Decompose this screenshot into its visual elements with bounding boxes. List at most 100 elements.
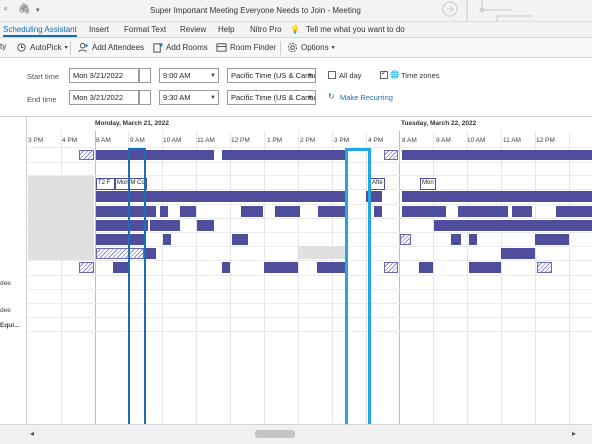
scroll-right-icon[interactable]: ▸ (572, 429, 577, 438)
selected-meeting-time[interactable] (128, 148, 146, 428)
day-gridline (399, 131, 400, 425)
busy-block (318, 206, 346, 217)
room-icon (153, 42, 163, 53)
busy-block (96, 206, 156, 217)
hour-label: 4 PM (62, 137, 78, 144)
save-icon[interactable]: ▫ (4, 4, 8, 15)
start-date-field[interactable]: Mon 3/21/2022 (69, 68, 139, 83)
tab-scheduling-assistant[interactable]: Scheduling Assistant (3, 25, 77, 37)
busy-block (197, 220, 214, 231)
busy-block (96, 220, 148, 231)
tab-review[interactable]: Review (180, 25, 207, 34)
busy-block (374, 206, 382, 217)
add-attendees-label: Add Attendees (92, 43, 145, 52)
calendar-icon[interactable] (139, 90, 151, 105)
busy-block (556, 206, 592, 217)
hour-label: 10 AM (467, 137, 486, 144)
add-rooms-button[interactable]: Add Rooms (152, 42, 208, 53)
hour-label: 8 AM (402, 137, 417, 144)
options-button[interactable]: Options ▾ (287, 42, 335, 53)
hour-gridline (366, 131, 367, 425)
tentative-block (96, 248, 144, 259)
row-divider (27, 204, 592, 205)
calendar-icon[interactable] (139, 68, 151, 83)
tentative-block (537, 262, 552, 273)
busy-block (241, 206, 263, 217)
lightbulb-icon: 💡 (290, 25, 300, 34)
hour-label: 11 AM (503, 137, 521, 144)
busy-block (402, 150, 592, 160)
scheduling-grid: dee dee Equi... Monday, March 21, 2022 T… (0, 116, 592, 431)
appointment-block[interactable]: Mon (420, 178, 436, 190)
add-rooms-label: Add Rooms (166, 43, 208, 52)
row-divider (27, 175, 592, 176)
make-recurring-button[interactable]: Make Recurring (340, 93, 393, 102)
chevron-down-icon: ▼ (307, 95, 313, 101)
busy-block (96, 234, 146, 245)
tab-help[interactable]: Help (218, 25, 235, 34)
end-time-value: 9:30 AM (163, 93, 191, 102)
busy-block (501, 248, 535, 259)
busy-block (419, 262, 433, 273)
tentative-block (384, 262, 398, 273)
cut-button[interactable]: ty (0, 42, 6, 51)
busy-block (434, 220, 592, 231)
end-date-field[interactable]: Mon 3/21/2022 (69, 90, 139, 105)
scroll-left-icon[interactable]: ◂ (30, 429, 35, 438)
non-working-hours (28, 176, 94, 260)
all-day-checkbox[interactable] (328, 71, 336, 79)
scroll-thumb[interactable] (255, 430, 295, 438)
row-divider (27, 147, 592, 148)
busy-block (458, 206, 508, 217)
hour-gridline (298, 131, 299, 425)
tab-insert[interactable]: Insert (89, 25, 110, 34)
hour-label: 9 AM (436, 137, 451, 144)
busy-block (222, 262, 230, 273)
hour-gridline (501, 131, 502, 425)
non-working-hours (298, 246, 346, 259)
start-timezone-value: Pacific Time (US & Canac (231, 71, 316, 80)
tab-nitro-pro[interactable]: Nitro Pro (250, 25, 282, 34)
busy-block (232, 234, 248, 245)
start-time-label: Start time (27, 72, 60, 81)
tell-me-search[interactable]: Tell me what you want to do (306, 25, 405, 34)
hour-gridline (332, 131, 333, 425)
appointment-block[interactable]: T2 F (96, 178, 115, 190)
hour-label: 1 PM (267, 137, 283, 144)
hour-gridline (196, 131, 197, 425)
end-time-field[interactable]: 9:30 AM ▼ (159, 90, 219, 105)
busy-block (469, 262, 501, 273)
hour-gridline (162, 131, 163, 425)
row-divider (27, 232, 592, 233)
hour-gridline (569, 131, 570, 425)
busy-block (469, 234, 477, 245)
appointment-block[interactable]: Afte (370, 178, 385, 190)
title-bar: ▫ 🖇 ▾ Super Important Meeting Everyone N… (0, 0, 592, 22)
autopick-button[interactable]: AutoPick ▾ (16, 42, 68, 53)
appointment-block[interactable]: Mon M Co (115, 178, 147, 190)
attach-icon[interactable]: 🖇 (18, 4, 31, 15)
tentative-block (384, 150, 398, 160)
room-finder-button[interactable]: Room Finder (216, 42, 276, 53)
recurrence-icon: ↻ (328, 92, 335, 101)
chevron-down-icon: ▼ (307, 73, 313, 79)
hour-label: 12 PM (231, 137, 250, 144)
busy-block (96, 191, 346, 202)
highlighted-free-slot[interactable] (345, 148, 371, 431)
tentative-block (79, 150, 94, 160)
horizontal-scrollbar[interactable]: ◂ ▸ (0, 424, 592, 444)
customize-qat-icon[interactable]: ▾ (36, 7, 40, 14)
autopick-label: AutoPick (30, 43, 62, 52)
end-timezone-select[interactable]: Pacific Time (US & Canac ▼ (227, 90, 316, 105)
hour-gridline (467, 131, 468, 425)
start-time-field[interactable]: 9:00 AM ▼ (159, 68, 219, 83)
time-zones-checkbox[interactable]: ✓ (380, 70, 388, 79)
start-timezone-select[interactable]: Pacific Time (US & Canac ▼ (227, 68, 316, 83)
tab-format-text[interactable]: Format Text (124, 25, 167, 34)
add-attendees-button[interactable]: Add Attendees (78, 42, 144, 53)
window-title: Super Important Meeting Everyone Needs t… (150, 6, 361, 15)
hour-label: 10 AM (163, 137, 182, 144)
row-divider (27, 331, 592, 332)
row-divider (27, 260, 592, 261)
